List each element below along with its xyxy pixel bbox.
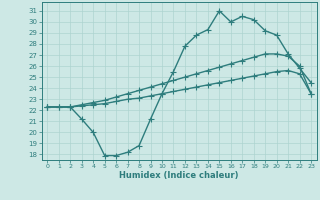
X-axis label: Humidex (Indice chaleur): Humidex (Indice chaleur) xyxy=(119,171,239,180)
